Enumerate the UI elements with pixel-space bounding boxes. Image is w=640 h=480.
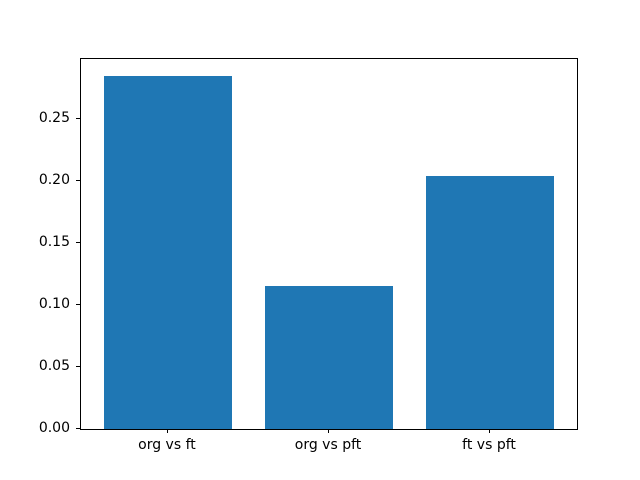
bar-ft-vs-pft bbox=[425, 175, 555, 429]
plot-area bbox=[80, 58, 578, 430]
x-tick-mark bbox=[166, 429, 168, 433]
y-tick-label: 0.05 bbox=[38, 357, 70, 374]
x-tick-mark bbox=[328, 429, 329, 433]
x-tick-label-org-vs-pft: org vs pft bbox=[294, 437, 362, 453]
y-tick-mark bbox=[76, 117, 80, 119]
x-tick-label-ft-vs-pft: ft vs pft bbox=[462, 437, 516, 453]
y-tick-mark bbox=[76, 303, 80, 305]
y-tick-label: 0.15 bbox=[38, 233, 70, 250]
y-tick-label: 0.10 bbox=[38, 295, 70, 312]
y-tick-mark bbox=[76, 365, 80, 367]
bar-org-vs-pft bbox=[264, 286, 394, 429]
y-tick-mark bbox=[76, 179, 80, 181]
x-tick-label-org-vs-ft: org vs ft bbox=[138, 437, 196, 453]
y-tick-mark bbox=[76, 241, 80, 243]
x-tick-mark bbox=[489, 429, 491, 433]
y-tick-mark bbox=[76, 428, 80, 429]
y-tick-label: 0.25 bbox=[38, 109, 70, 126]
y-tick-label: 0.00 bbox=[38, 420, 70, 436]
y-tick-label: 0.20 bbox=[38, 171, 70, 188]
bar-org-vs-ft bbox=[103, 76, 233, 429]
